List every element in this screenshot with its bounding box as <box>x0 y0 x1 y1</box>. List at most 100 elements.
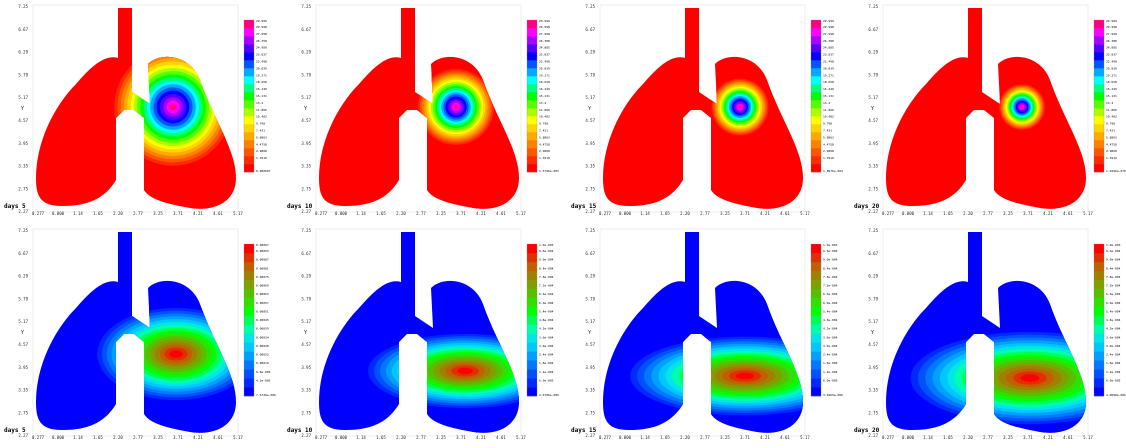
legend-swatch <box>811 84 821 93</box>
legend-swatch <box>527 288 537 298</box>
legend-swatch <box>527 360 537 370</box>
legend-swatch <box>811 279 821 290</box>
legend-swatch <box>811 306 821 316</box>
legend-tick-label: 6.0e-005 <box>1106 378 1121 382</box>
y-tick-label: 6.67 <box>868 27 878 32</box>
legend-tick-label: 0.00069 <box>256 284 269 288</box>
legend-min-label: 0.000697 <box>256 169 271 173</box>
legend-swatch <box>1094 360 1104 370</box>
legend-swatch <box>811 378 821 388</box>
legend-swatch <box>811 288 821 298</box>
legend-tick-label: 3.0e-004 <box>1106 344 1121 348</box>
legend-swatch <box>527 52 537 61</box>
y-tick-label: 2.27 <box>585 209 595 214</box>
y-tick-label: 2.75 <box>868 186 878 191</box>
legend-tick-label: 27.998 <box>1106 32 1117 36</box>
legend-tick-label: 6.6e-004 <box>823 292 838 296</box>
y-tick-label: 3.35 <box>868 388 878 393</box>
y-tick-label: 3.35 <box>301 164 311 169</box>
legend-tick-label: 1.2e-004 <box>539 370 554 374</box>
y-tick-label: 2.27 <box>18 209 28 214</box>
legend-tick-label: 4.4758 <box>256 142 267 146</box>
y-tick-label: 6.29 <box>868 50 878 55</box>
legend-swatch <box>244 140 254 149</box>
color-legend: 1.0e-003 9.6e-004 9.0e-004 8.4e-004 7.8e-004… <box>810 243 843 397</box>
legend-swatch <box>811 360 821 370</box>
y-tick-label: 2.27 <box>18 433 28 438</box>
legend-swatch <box>244 84 254 93</box>
legend-tick-label: 1.8e-004 <box>1106 361 1121 365</box>
x-tick-label: 3.25 <box>1003 211 1013 216</box>
legend-swatch <box>1094 36 1104 45</box>
legend-tick-label: 24.885 <box>823 46 834 50</box>
color-legend: 29.999 29.998 27.998 26.388 24.885 23.837 22.4… <box>1093 19 1126 173</box>
legend-swatch <box>811 92 821 101</box>
y-tick-label: 5.79 <box>868 72 878 77</box>
day-label: days 15 <box>571 427 597 434</box>
x-tick-label: 1.14 <box>73 211 83 216</box>
legend-swatch <box>244 100 254 109</box>
legend-swatch <box>527 132 537 141</box>
legend-swatch <box>527 270 537 281</box>
legend-tick-label: 29.998 <box>823 25 834 29</box>
legend-swatch <box>527 148 537 157</box>
x-tick-label: 0.277 <box>599 211 612 216</box>
legend-tick-label: 11.866 <box>1106 108 1117 112</box>
legend-swatch <box>244 244 254 254</box>
x-tick-label: 1.65 <box>376 211 386 216</box>
legend-tick-label: 16.449 <box>256 87 267 91</box>
legend-swatch <box>811 156 821 165</box>
x-tick-label: 1.14 <box>73 435 83 440</box>
legend-max-label: 1.0e-003 <box>539 243 554 247</box>
y-tick-label: 4.57 <box>585 118 595 123</box>
y-tick-label: 4.57 <box>18 342 28 347</box>
legend-tick-label: 18.658 <box>256 80 267 84</box>
x-tick-label: 3.71 <box>173 211 183 216</box>
legend-tick-label: 4.2e-004 <box>539 327 554 331</box>
y-tick-label: 5.79 <box>18 296 28 301</box>
x-tick-label: 3.71 <box>740 435 750 440</box>
legend-tick-label: 22.498 <box>256 60 267 64</box>
legend-tick-label: 1.2e-004 <box>823 370 838 374</box>
legend-swatch <box>244 28 254 37</box>
legend-tick-label: 13.4 <box>539 101 546 105</box>
legend-swatch <box>1094 279 1104 290</box>
legend-tick-label: 2.4e-004 <box>823 353 838 357</box>
x-tick-label: 5.17 <box>233 435 243 440</box>
legend-swatch <box>1094 378 1104 388</box>
legend-tick-label: 0.00051 <box>256 309 269 313</box>
x-tick-label: 3.71 <box>456 211 466 216</box>
y-tick-label: 2.75 <box>585 410 595 415</box>
x-tick-label: 0.000 <box>902 435 915 440</box>
y-axis-label: Y <box>871 106 874 112</box>
legend-swatch <box>1094 84 1104 93</box>
legend-tick-label: 8.4e-004 <box>539 266 554 270</box>
x-tick-label: 4.61 <box>496 435 506 440</box>
x-tick-label: 1.14 <box>923 211 933 216</box>
legend-swatch <box>527 306 537 316</box>
legend-tick-label: 23.837 <box>256 53 267 57</box>
legend-max-label: 0.00097 <box>256 243 269 247</box>
legend-swatch <box>811 333 821 343</box>
legend-tick-label: 5.8863 <box>256 135 267 139</box>
panel-1: 0.277 0.000 1.14 1.65 2.20 2.77 3.25 3.71 4.21 4.… <box>4 4 271 216</box>
panel-6: 0.277 0.000 1.14 1.65 2.20 2.77 3.25 3.71 4.21 4.… <box>287 228 559 440</box>
legend-swatch <box>244 20 254 29</box>
legend-tick-label: 1.8e-004 <box>823 361 838 365</box>
x-tick-label: 0.277 <box>315 211 328 216</box>
legend-swatch <box>527 244 537 254</box>
y-tick-label: 5.17 <box>301 95 311 100</box>
y-tick-label: 3.95 <box>301 365 311 370</box>
y-axis-label: Y <box>21 106 24 112</box>
legend-tick-label: 1.3910 <box>823 156 834 160</box>
y-tick-label: 2.75 <box>585 186 595 191</box>
y-tick-label: 2.75 <box>868 410 878 415</box>
legend-tick-label: 0.00022 <box>256 353 269 357</box>
x-tick-label: 2.77 <box>416 211 426 216</box>
panel-7: 0.277 0.000 1.14 1.65 2.20 2.77 3.25 3.71 4.21 4.… <box>571 228 843 440</box>
legend-swatch <box>244 164 254 173</box>
legend-swatch <box>527 261 537 272</box>
y-tick-label: 3.95 <box>301 141 311 146</box>
legend-tick-label: 5.8863 <box>823 135 834 139</box>
plot-frame <box>32 4 239 213</box>
